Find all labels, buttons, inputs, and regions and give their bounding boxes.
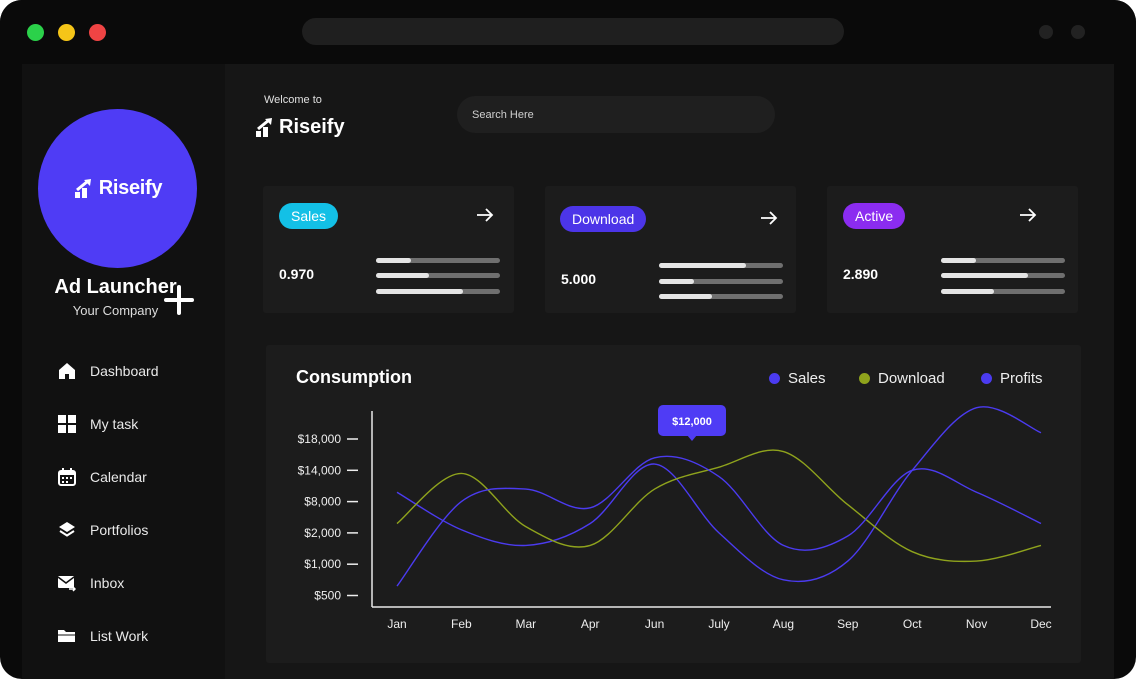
stat-value: 0.970 <box>279 266 315 282</box>
legend-item-profits[interactable]: Profits <box>981 370 1043 387</box>
progress-bar <box>941 258 1065 263</box>
x-tick-label: Jun <box>645 617 664 631</box>
sidebar-item-label: Inbox <box>90 575 125 591</box>
header-brand: Riseify <box>254 116 345 139</box>
x-tick-label: Nov <box>966 617 987 631</box>
y-tick-label: $500 <box>314 589 341 603</box>
window-control[interactable] <box>1039 25 1053 39</box>
series-line-sales <box>396 406 1042 583</box>
y-tick-label: $18,000 <box>298 432 342 446</box>
sidebar-item-label: My task <box>90 416 139 432</box>
app-name: Ad Launcher <box>54 276 177 298</box>
legend-item-download[interactable]: Download <box>859 370 945 387</box>
title-bar <box>0 0 1136 64</box>
welcome-text: Welcome to <box>264 94 322 106</box>
tooltip-pointer <box>687 435 697 441</box>
sales-badge: Sales <box>279 203 339 229</box>
layers-icon <box>59 522 75 537</box>
progress-bar <box>941 273 1065 278</box>
x-tick-label: July <box>708 617 729 631</box>
window-control[interactable] <box>1071 25 1085 39</box>
sidebar-item-label: List Work <box>90 628 149 644</box>
x-tick-label: Jan <box>387 617 406 631</box>
chart-title: Consumption <box>296 367 412 387</box>
legend-label: Download <box>878 370 945 387</box>
company-name: Your Company <box>72 303 159 318</box>
x-tick-label: Mar <box>515 617 536 631</box>
active-badge: Active <box>843 203 906 229</box>
legend-label: Sales <box>788 370 826 387</box>
stat-value: 2.890 <box>843 266 879 282</box>
series-line-download <box>396 449 1042 563</box>
close-button[interactable] <box>89 24 106 41</box>
chart-canvas: $500 $1,000 $2,000 $8,000 $14,000 $18,000 Jan F… <box>298 405 1052 631</box>
progress-bar <box>941 289 1065 294</box>
x-tick-label: Oct <box>903 617 922 631</box>
stat-card-sales[interactable]: Sales 0.970 <box>263 186 514 313</box>
progress-bar <box>376 258 500 263</box>
sidebar-item-dashboard[interactable]: Dashboard <box>58 358 208 384</box>
sidebar-item-label: Portfolios <box>90 522 149 538</box>
series-line-profits <box>396 455 1042 587</box>
progress-bar <box>659 279 783 284</box>
x-tick-label: Dec <box>1030 617 1051 631</box>
progress-bar <box>659 294 783 299</box>
header-brand-name: Riseify <box>279 116 345 138</box>
maximize-button[interactable] <box>27 24 44 41</box>
legend-swatch <box>981 373 992 384</box>
stat-card-active[interactable]: Active 2.890 <box>827 186 1078 313</box>
y-tick-label: $14,000 <box>298 463 342 477</box>
sidebar-item-my-task[interactable]: My task <box>58 411 208 437</box>
minimize-button[interactable] <box>58 24 75 41</box>
progress-bar <box>659 263 783 268</box>
legend-swatch <box>769 373 780 384</box>
x-tick-label: Apr <box>581 617 600 631</box>
calendar-icon <box>58 468 76 486</box>
download-badge: Download <box>560 206 647 232</box>
sidebar: Riseify Ad Launcher Your Company Dashboa… <box>22 64 225 679</box>
arrow-right-icon[interactable] <box>759 208 779 228</box>
y-tick-label: $1,000 <box>304 557 341 571</box>
progress-bar <box>376 273 500 278</box>
sidebar-item-label: Calendar <box>90 469 147 485</box>
consumption-chart: $500 $1,000 $2,000 $8,000 $14,000 $18,000 Jan F… <box>266 345 1081 663</box>
tooltip-label: $12,000 <box>672 416 712 428</box>
arrow-right-icon[interactable] <box>1018 205 1038 225</box>
tooltip-box <box>658 405 726 436</box>
sidebar-item-label: Dashboard <box>90 363 159 379</box>
arrow-right-icon[interactable] <box>475 205 495 225</box>
y-tick-label: $8,000 <box>304 495 341 509</box>
legend-label: Profits <box>1000 370 1043 387</box>
riseify-logo-icon <box>256 117 272 137</box>
grid-icon <box>58 415 76 433</box>
x-tick-label: Feb <box>451 617 472 631</box>
brand-name: Riseify <box>98 177 163 199</box>
search-input[interactable] <box>457 96 775 133</box>
x-tick-label: Aug <box>773 617 794 631</box>
progress-bar <box>376 289 500 294</box>
x-tick-label: Sep <box>837 617 859 631</box>
add-icon[interactable] <box>164 285 194 315</box>
sidebar-item-portfolios[interactable]: Portfolios <box>58 517 208 543</box>
brand-logo[interactable]: Riseify <box>38 109 197 315</box>
folder-icon <box>58 630 75 642</box>
sidebar-item-list-work[interactable]: List Work <box>58 623 208 649</box>
riseify-logo-icon <box>74 178 91 198</box>
stat-value: 5.000 <box>561 271 597 287</box>
mail-icon <box>58 576 76 592</box>
legend-item-sales[interactable]: Sales <box>769 370 826 387</box>
stat-card-download[interactable]: Download 5.000 <box>545 186 796 313</box>
legend-swatch <box>859 373 870 384</box>
y-tick-label: $2,000 <box>304 526 341 540</box>
address-bar[interactable] <box>302 18 844 45</box>
home-icon <box>59 363 75 379</box>
sidebar-item-calendar[interactable]: Calendar <box>58 464 208 490</box>
main-content: Welcome to Riseify Sales 0.970 Download … <box>225 64 1114 679</box>
sidebar-item-inbox[interactable]: Inbox <box>58 570 208 596</box>
